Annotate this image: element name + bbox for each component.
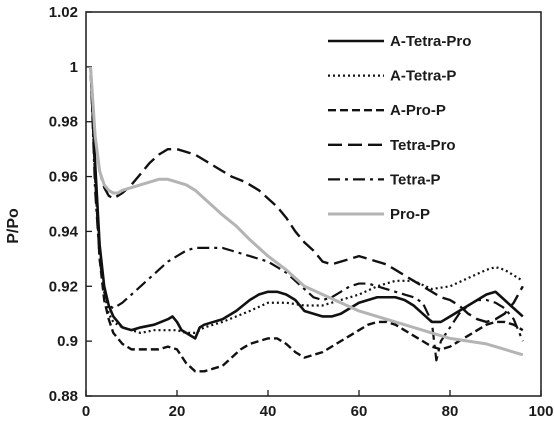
legend-label: Pro-P xyxy=(390,206,430,223)
x-tick-label: 80 xyxy=(442,403,459,420)
legend-label: Tetra-P xyxy=(390,171,441,188)
series-line-a-pro-p xyxy=(89,66,524,373)
y-tick-label: 1.02 xyxy=(49,4,78,21)
y-tick-label: 1 xyxy=(70,59,78,76)
series-line-a-tetra-pro xyxy=(89,66,524,340)
x-tick-label: 40 xyxy=(260,403,277,420)
legend-label: A-Pro-P xyxy=(390,102,446,119)
y-tick-label: 0.92 xyxy=(49,278,78,295)
series-layer xyxy=(89,66,524,373)
y-axis: 0.88 0.9 0.92 0.94 0.96 0.98 1 1.02 xyxy=(49,4,92,405)
series-line-tetra-p xyxy=(89,66,524,362)
y-tick-label: 0.94 xyxy=(49,223,79,240)
y-tick-label: 0.98 xyxy=(49,114,78,131)
legend: A-Tetra-Pro A-Tetra-P A-Pro-P Tetra-Pro Tetr… xyxy=(328,33,471,223)
x-tick-label: 0 xyxy=(82,403,90,420)
y-tick-label: 0.88 xyxy=(49,388,78,405)
y-tick-label: 0.96 xyxy=(49,169,78,186)
y-axis-title: P/Po xyxy=(5,208,22,244)
x-tick-label: 100 xyxy=(528,403,553,420)
legend-label: A-Tetra-Pro xyxy=(390,33,471,50)
legend-label: A-Tetra-P xyxy=(390,68,456,85)
series-line-a-tetra-p xyxy=(89,66,524,335)
series-line-pro-p xyxy=(89,66,524,357)
x-axis: 0 20 40 60 80 100 xyxy=(82,390,554,420)
x-tick-label: 20 xyxy=(169,403,186,420)
plot-frame xyxy=(85,11,542,397)
x-tick-label: 60 xyxy=(351,403,368,420)
y-tick-label: 0.9 xyxy=(57,333,78,350)
legend-label: Tetra-Pro xyxy=(390,137,456,154)
series-line-tetra-pro xyxy=(89,66,524,324)
